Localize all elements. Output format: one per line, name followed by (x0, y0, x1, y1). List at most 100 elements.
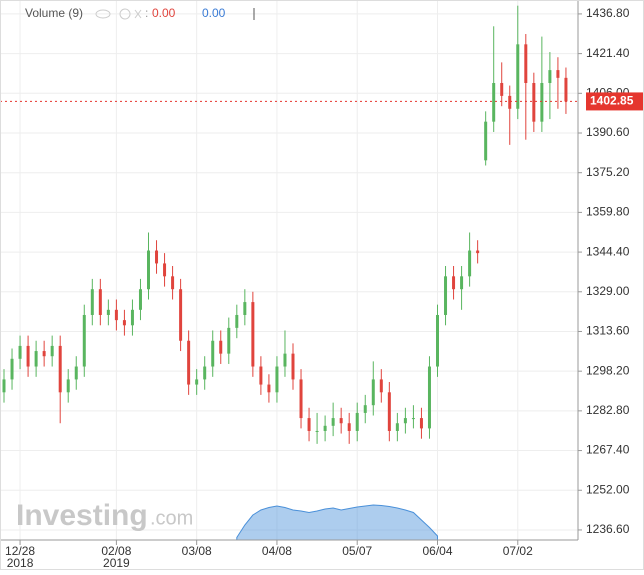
candle-body (187, 340, 191, 385)
candle-body (363, 405, 367, 413)
y-tick-label: 1267.40 (586, 443, 630, 457)
legend-name: Volume (9) (25, 6, 83, 20)
y-tick-label: 1390.60 (586, 125, 630, 139)
candle-body (58, 345, 62, 393)
y-tick-label: 1236.60 (586, 522, 630, 536)
candle-body (524, 44, 528, 83)
candle-body (195, 379, 199, 385)
candle-body (251, 302, 255, 367)
candle-body (468, 250, 472, 277)
candle-body (171, 276, 175, 290)
candle-body (395, 423, 399, 431)
candle-body (2, 379, 6, 393)
candle-body (484, 121, 488, 161)
y-tick-label: 1298.20 (586, 363, 630, 377)
x-tick-label: 02/08 (101, 544, 131, 558)
axis: 1436.801421.401406.001390.601375.201359.… (0, 6, 644, 570)
candle-body (540, 82, 544, 122)
candle-body (130, 309, 134, 326)
candle-body (235, 314, 239, 328)
candle-body (371, 379, 375, 406)
candle-body (50, 345, 54, 357)
candle-body (476, 250, 480, 254)
candle-body (564, 77, 568, 102)
y-tick-label: 1313.60 (586, 324, 630, 338)
candle-body (10, 358, 14, 380)
candle-body (508, 95, 512, 109)
legend-sep: : (145, 6, 148, 20)
candle-body (138, 289, 142, 310)
y-tick-label: 1282.80 (586, 403, 630, 417)
candle-body (444, 276, 448, 315)
candle-body (291, 353, 295, 380)
candles (2, 5, 568, 444)
candle-body (203, 366, 207, 380)
y-tick-label: 1375.20 (586, 165, 630, 179)
candle-body (436, 314, 439, 367)
candle-body (419, 418, 423, 429)
candle-body (227, 327, 231, 354)
x-tick-year: 2019 (103, 556, 130, 570)
candle-body (163, 263, 167, 277)
x-tick-label: 12/28 (5, 544, 35, 558)
y-tick-label: 1421.40 (586, 46, 630, 60)
legend-icons (95, 8, 142, 20)
candle-body (98, 289, 102, 315)
candle-body (179, 289, 183, 341)
candle-body (259, 366, 263, 385)
candle-body (211, 340, 215, 367)
candle-body (532, 82, 536, 122)
candle-body (219, 340, 223, 354)
volume-area (236, 504, 438, 541)
candle-body (492, 82, 496, 122)
candle-body (427, 366, 431, 429)
candle-body (283, 353, 287, 367)
y-tick-label: 1359.80 (586, 205, 630, 219)
volume-layer (236, 504, 438, 541)
candle-body (114, 309, 118, 321)
candle-body (147, 250, 150, 290)
candle-body (243, 302, 247, 315)
candle-body (315, 430, 319, 432)
x-tick-label: 06/04 (422, 544, 452, 558)
candle-body (267, 384, 271, 393)
candle-body (548, 70, 552, 83)
candle-body (18, 345, 22, 359)
watermark-brand: Investing (16, 499, 148, 532)
y-tick-label: 1344.40 (586, 244, 630, 258)
candle-body (74, 366, 78, 380)
candle-body (355, 412, 359, 431)
x-tick-label: 07/02 (503, 544, 533, 558)
candle-body (82, 314, 86, 367)
candle-body (556, 70, 560, 78)
candle-body (66, 379, 70, 393)
x-tick-year: 2018 (7, 556, 34, 570)
candle-body (275, 366, 279, 393)
candle-body (26, 345, 30, 367)
candle-body (516, 44, 520, 109)
x-tick-label: 03/08 (182, 544, 212, 558)
candle-body (379, 379, 383, 393)
grid (0, 0, 578, 540)
candle-body (42, 351, 46, 357)
candle-body (331, 418, 335, 426)
candle-body (155, 250, 159, 264)
candle-body (34, 351, 38, 367)
y-tick-label: 1252.00 (586, 482, 630, 496)
candle-body (500, 82, 504, 96)
candle-body (411, 418, 415, 420)
candle-body (339, 418, 343, 424)
last-price-box (586, 92, 644, 111)
candle-body (347, 423, 351, 431)
candle-body (307, 418, 311, 431)
candle-body (387, 392, 391, 431)
candle-body (452, 276, 456, 290)
legend-value: 0.00 (202, 6, 226, 20)
last-price-label: 1402.85 (590, 94, 634, 108)
candle-body (90, 289, 94, 315)
candle-body (122, 320, 126, 326)
x-tick-label: 04/08 (262, 544, 292, 558)
candle-body (460, 276, 464, 290)
